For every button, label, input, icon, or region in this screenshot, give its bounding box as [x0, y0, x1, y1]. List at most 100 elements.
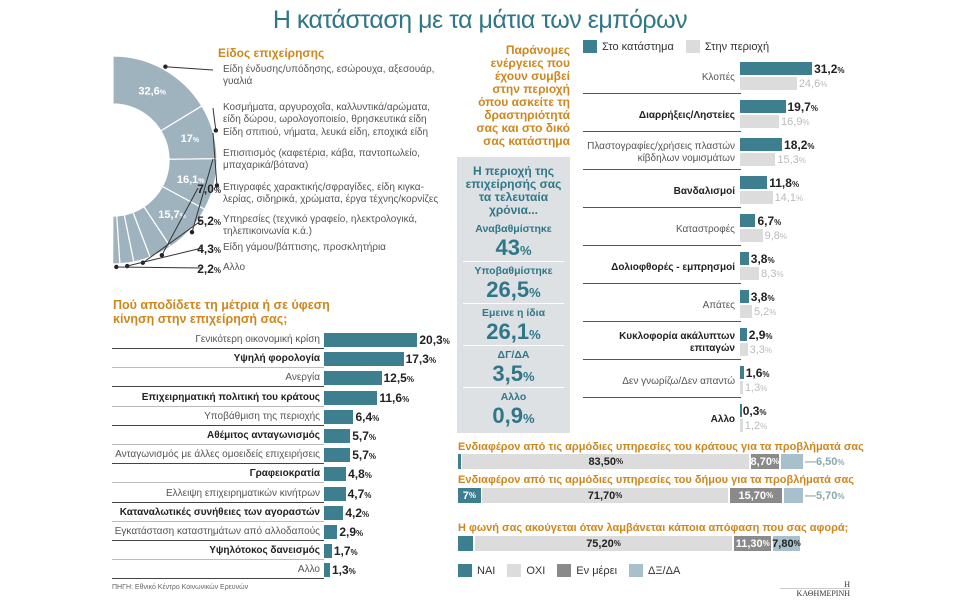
stacked-segment-partly: 8,70%: [750, 454, 780, 469]
leader-line: [212, 107, 217, 131]
cause-value: 4,7%: [347, 486, 372, 501]
cause-label: Επιχειρηματική πολιτική του κράτους: [141, 391, 320, 403]
leader-line: [161, 187, 199, 256]
percent-sign: %: [779, 232, 788, 241]
percent-sign: %: [776, 270, 784, 279]
percent-sign: %: [160, 89, 167, 96]
percent-sign: %: [759, 408, 767, 417]
percent-sign: %: [362, 509, 370, 519]
area-value: 1,3%: [745, 382, 768, 394]
area-bar: [740, 115, 780, 128]
donut-slice: [112, 215, 121, 265]
publisher-logo: Η ΚΑΘΗΜΕΡΙΝΗ: [796, 580, 850, 598]
area-value: 16,9%: [781, 116, 810, 128]
donut-chart: 32,6%17%16,1%15,7%: [112, 55, 220, 270]
store-bar: [740, 252, 749, 265]
row-divider: [583, 283, 741, 284]
row-divider: [583, 169, 741, 170]
cause-value: 2,9%: [339, 525, 364, 539]
row-divider: [112, 463, 324, 465]
stacked-segment-dk: [780, 454, 803, 469]
store-value: 2,9%: [748, 328, 773, 342]
cause-value: 11,6%: [379, 390, 410, 405]
donut-value: 7,0%: [197, 182, 221, 196]
illegal-label: Απάτες: [702, 300, 735, 311]
causes-title: Πού αποδίδετε τη μέτρια ή σε ύφεση κίνησ…: [113, 298, 330, 326]
cause-bar: [324, 486, 346, 501]
stacked-segment-yes: 7%: [458, 488, 481, 503]
percent-sign: %: [372, 413, 380, 423]
trend-label: Αναβαθμίστηκε: [475, 223, 552, 235]
trend-value: 0,9%: [492, 403, 535, 428]
leader-line: [165, 66, 214, 71]
percent-sign: %: [350, 548, 358, 558]
trend-label: ΔΓ/ΔΑ: [497, 349, 530, 361]
leader-line: [127, 247, 203, 267]
cause-label: Υψηλότοκος δανεισμός: [209, 545, 320, 557]
row-divider: [112, 578, 324, 580]
percent-sign: %: [765, 332, 773, 341]
stacked-legend: ΝΑΙ ΟΧΙ Εν μέρει ΔΞ/ΔΑ: [458, 564, 692, 577]
cause-label: Ελλειψη επιχειρηματικών κινήτρων: [166, 487, 320, 499]
area-value: 1,2%: [744, 420, 768, 432]
cause-value: 12,5%: [383, 371, 414, 386]
trend-value: 43%: [495, 235, 532, 260]
donut-category: Υπηρεσίες (τεχνικό γραφείο, ηλεκτρολογικ…: [223, 214, 418, 237]
percent-sign: %: [442, 337, 450, 346]
value-text: 5,70%: [816, 489, 845, 502]
legend-yes: ΝΑΙ: [477, 564, 496, 577]
legend-swatch-yes: [458, 564, 472, 577]
illegal-label: Κλοπές: [701, 72, 735, 83]
cause-value: 6,4%: [355, 409, 380, 424]
area-trend-box: Η περιοχή της επιχείρησής σας τα τελευτα…: [457, 157, 570, 433]
leader-line: [212, 132, 218, 186]
percent-sign: %: [529, 285, 541, 300]
area-bar: [740, 419, 743, 432]
percent-sign: %: [798, 156, 806, 165]
page-title: Η κατάσταση με τα μάτια των εμπόρων: [272, 6, 688, 34]
percent-sign: %: [213, 186, 221, 195]
donut-category: Αλλο: [223, 262, 246, 273]
illegal-label: Διαρρήξεις/Ληστείες: [638, 110, 735, 121]
percent-sign: %: [764, 346, 773, 355]
legend-swatch-dk: [629, 564, 644, 577]
donut-category: Επιγραφές χαρακτικής/σφραγίδες, είδη κιγ…: [223, 182, 439, 205]
percent-sign: %: [795, 194, 804, 203]
cause-bar: [324, 371, 382, 386]
store-bar: [740, 176, 768, 189]
trend-value: 26,1%: [486, 319, 541, 344]
row-divider: [112, 501, 324, 503]
legend-no: ΟΧΙ: [526, 564, 546, 577]
store-bar: [740, 366, 744, 379]
area-bar: [740, 153, 776, 166]
slice-label: 16,1%: [177, 174, 205, 186]
cause-value: 5,7%: [352, 448, 377, 463]
cause-label: Υποβάθμιση της περιοχής: [204, 410, 320, 422]
percent-sign: %: [837, 457, 845, 467]
box-divider: [463, 387, 564, 388]
store-value: 3,8%: [750, 290, 775, 304]
row-divider: [583, 207, 741, 208]
row-divider: [112, 348, 324, 349]
percent-sign: %: [767, 256, 775, 265]
footer-rule: [780, 588, 850, 589]
store-value: 31,2%: [814, 62, 845, 76]
cause-label: Ανεργία: [285, 372, 320, 384]
percent-sign: %: [767, 294, 775, 303]
percent-sign: %: [348, 567, 356, 577]
stacked-segment-dk: [783, 488, 804, 503]
percent-sign: %: [468, 491, 476, 500]
donut-value: 4,3%: [197, 242, 221, 256]
percent-sign: %: [771, 457, 780, 466]
percent-sign: %: [198, 178, 205, 185]
row-divider: [583, 359, 741, 360]
leader-line: [142, 219, 203, 264]
row-divider: [583, 245, 741, 246]
percent-sign: %: [615, 457, 624, 466]
percent-sign: %: [760, 384, 768, 393]
percent-sign: %: [837, 491, 845, 501]
stacked-segment-partly: 15,70%: [729, 488, 783, 503]
stacked-segment-no: 71,70%: [482, 488, 728, 503]
illegal-label: Βανδαλισμοί: [673, 186, 735, 197]
percent-sign: %: [213, 246, 221, 255]
